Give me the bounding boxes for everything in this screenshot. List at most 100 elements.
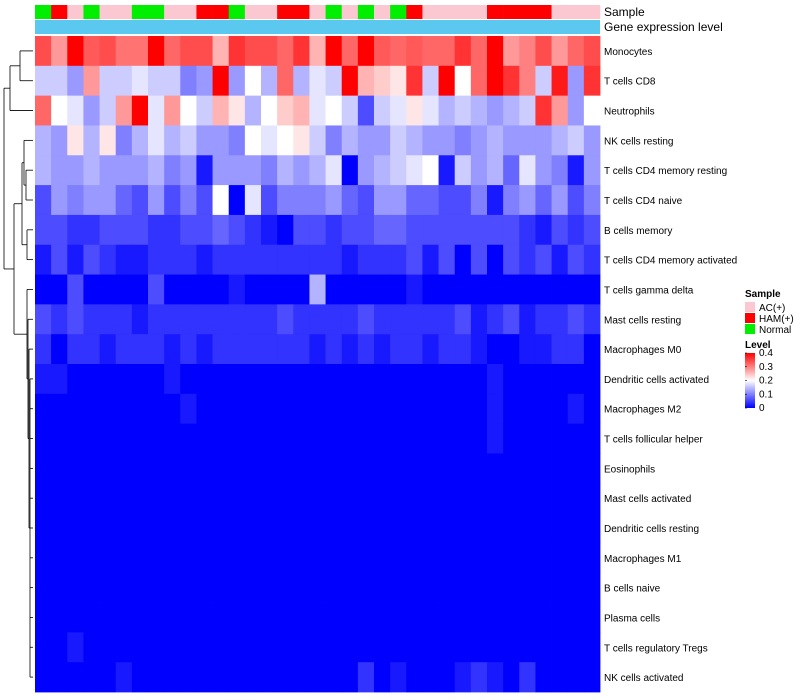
heatmap-cell — [390, 393, 407, 425]
heatmap-cell — [35, 632, 52, 663]
heatmap-cell — [293, 572, 310, 603]
heatmap-cell — [164, 274, 181, 305]
heatmap-cell — [519, 662, 536, 693]
heatmap-cell — [180, 334, 197, 365]
heatmap-cell — [503, 542, 520, 574]
heatmap-cell — [180, 244, 197, 275]
heatmap-cell — [519, 453, 536, 484]
heatmap-cell — [535, 513, 552, 544]
heatmap-cell — [438, 185, 456, 216]
heatmap-cell — [35, 513, 52, 544]
heatmap-cell — [277, 513, 294, 544]
heatmap-cell — [406, 632, 423, 663]
heatmap-cell — [583, 423, 601, 454]
heatmap-cell — [212, 453, 230, 484]
heatmap-cell — [487, 662, 504, 693]
heatmap-cell — [309, 662, 326, 693]
heatmap-cell — [67, 453, 84, 484]
heatmap-cell — [196, 334, 213, 365]
sample-annotation-cell — [261, 5, 278, 19]
heatmap-cell — [406, 513, 423, 544]
heatmap-cell — [422, 36, 439, 67]
heatmap-cell — [293, 65, 310, 97]
heatmap-cell — [422, 185, 439, 216]
heatmap-cell — [325, 602, 343, 633]
heatmap-cell — [406, 423, 423, 454]
heatmap-cell — [51, 662, 68, 693]
heatmap-cell — [51, 304, 68, 335]
heatmap-cell — [551, 274, 569, 305]
heatmap-cell — [244, 125, 262, 156]
heatmap-cell — [67, 155, 84, 186]
heatmap-cell — [293, 304, 310, 335]
heatmap-cell — [228, 304, 246, 335]
heatmap-cell — [487, 423, 504, 454]
heatmap-cell — [67, 602, 84, 633]
heatmap-cell — [309, 334, 326, 365]
sample-annotation-cell — [519, 5, 536, 19]
heatmap-cell — [293, 393, 310, 425]
heatmap-cell — [357, 244, 375, 275]
row-label: Eosinophils — [604, 464, 655, 475]
heatmap-cell — [293, 95, 310, 126]
heatmap-cell — [83, 214, 100, 246]
heatmap-cell — [35, 95, 52, 126]
heatmap-cell — [487, 602, 504, 633]
heatmap-cell — [567, 244, 585, 275]
heatmap-cell — [551, 483, 569, 514]
heatmap-cell — [357, 453, 375, 484]
heatmap-cell — [164, 155, 181, 186]
heatmap-cell — [583, 453, 601, 484]
heatmap-cell — [67, 95, 84, 126]
level-legend-colorbar — [745, 353, 755, 408]
heatmap-cell — [67, 483, 84, 514]
heatmap-cell — [357, 334, 375, 365]
heatmap-cell — [390, 65, 407, 97]
heatmap-cell — [374, 572, 391, 603]
heatmap-cell — [261, 244, 278, 275]
heatmap-cell — [325, 542, 343, 574]
heatmap-cell — [35, 214, 52, 246]
heatmap-cell — [261, 662, 278, 693]
sample-annotation-cell — [487, 5, 504, 19]
heatmap-cell — [115, 125, 133, 156]
heatmap-cell — [244, 214, 262, 246]
heatmap-cell — [487, 185, 504, 216]
heatmap-cell — [357, 95, 375, 126]
heatmap-cell — [374, 244, 391, 275]
heatmap-cell — [438, 453, 456, 484]
heatmap-cell — [148, 334, 165, 365]
heatmap-cell — [228, 572, 246, 603]
heatmap-cell — [325, 185, 343, 216]
heatmap-cell — [390, 542, 407, 574]
heatmap-cell — [470, 95, 488, 126]
heatmap-cell — [438, 483, 456, 514]
heatmap-cell — [180, 393, 197, 425]
heatmap-cell — [535, 364, 552, 395]
row-label: Macrophages M0 — [604, 345, 682, 356]
heatmap-cell — [583, 572, 601, 603]
heatmap-cell — [51, 632, 68, 663]
heatmap-cell — [503, 572, 520, 603]
row-label: Plasma cells — [604, 613, 660, 624]
heatmap-cell — [406, 393, 423, 425]
heatmap-cell — [277, 542, 294, 574]
sample-annotation-cell — [357, 5, 375, 19]
heatmap-cell — [406, 364, 423, 395]
heatmap-cell — [244, 453, 262, 484]
heatmap-cell — [503, 632, 520, 663]
heatmap-cell — [99, 662, 117, 693]
heatmap-cell — [374, 393, 391, 425]
heatmap-cell — [470, 125, 488, 156]
heatmap-cell — [454, 155, 472, 186]
heatmap-cell — [261, 95, 278, 126]
heatmap-cell — [148, 364, 165, 395]
heatmap-cell — [341, 542, 359, 574]
heatmap-cell — [228, 334, 246, 365]
heatmap-cell — [293, 662, 310, 693]
heatmap-cell — [67, 632, 84, 663]
heatmap-cell — [244, 364, 262, 395]
heatmap-cell — [180, 65, 197, 97]
row-label: T cells regulatory Tregs — [604, 643, 708, 654]
sample-legend-swatch — [745, 302, 755, 312]
